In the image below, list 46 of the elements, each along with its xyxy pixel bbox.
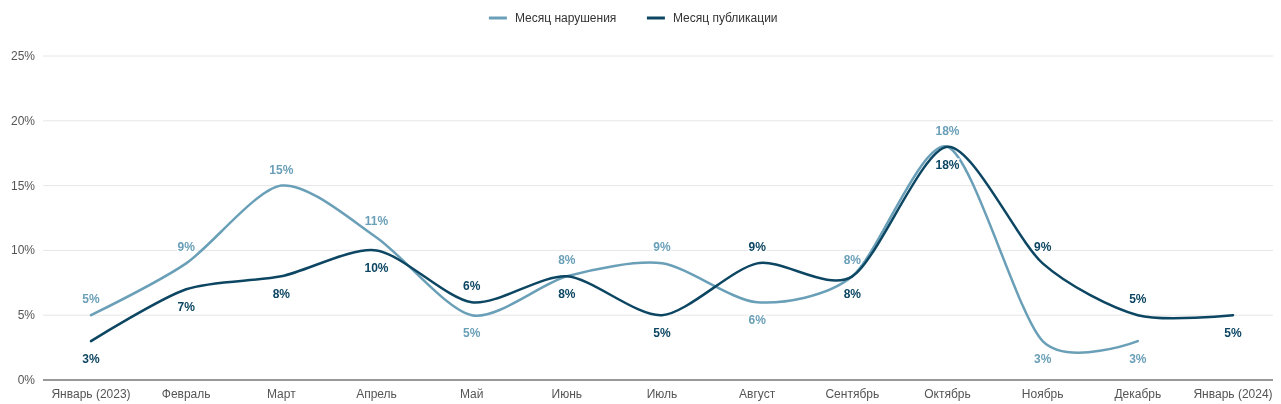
data-label: 5% bbox=[1224, 326, 1242, 341]
data-label: 8% bbox=[558, 287, 576, 302]
data-label: 6% bbox=[462, 279, 481, 294]
y-tick-label: 20% bbox=[10, 113, 36, 128]
x-tick-label: Сентябрь bbox=[825, 387, 880, 401]
data-label: 10% bbox=[364, 261, 389, 276]
data-label: 5% bbox=[82, 292, 100, 307]
x-tick-label: Ноябрь bbox=[1021, 387, 1064, 401]
data-label: 8% bbox=[843, 253, 862, 268]
data-label: 9% bbox=[1033, 240, 1052, 255]
legend-label: Месяц нарушения bbox=[514, 11, 617, 25]
data-label: 5% bbox=[653, 326, 671, 341]
data-label: 9% bbox=[748, 240, 767, 255]
data-label: 9% bbox=[653, 240, 671, 255]
x-tick-label: Март bbox=[266, 387, 297, 401]
data-label: 5% bbox=[462, 326, 481, 341]
data-label: 3% bbox=[1129, 352, 1147, 367]
x-tick-label: Июль bbox=[646, 387, 678, 401]
legend-label: Месяц публикации bbox=[672, 11, 778, 25]
data-label: 18% bbox=[935, 123, 960, 138]
x-tick-label: Май bbox=[459, 387, 484, 401]
data-label: 9% bbox=[177, 240, 196, 255]
data-label: 18% bbox=[935, 157, 960, 172]
y-tick-label: 0% bbox=[17, 373, 36, 387]
data-label: 5% bbox=[1129, 292, 1147, 307]
y-tick-label: 10% bbox=[10, 243, 36, 258]
x-tick-label: Июнь bbox=[551, 387, 583, 401]
x-tick-label: Январь (2024) bbox=[1193, 387, 1273, 401]
data-label: 6% bbox=[748, 313, 767, 328]
data-label: 15% bbox=[269, 162, 294, 177]
x-tick-label: Февраль bbox=[161, 387, 211, 401]
x-tick-label: Август bbox=[739, 387, 776, 401]
x-tick-label: Апрель bbox=[356, 387, 397, 401]
x-tick-label: Декабрь bbox=[1114, 387, 1162, 401]
data-label: 7% bbox=[177, 300, 196, 315]
data-label: 8% bbox=[272, 287, 291, 302]
x-tick-label: Октябрь bbox=[924, 387, 971, 401]
x-tick-label: Январь (2023) bbox=[51, 387, 131, 401]
data-label: 8% bbox=[558, 253, 576, 268]
data-label: 3% bbox=[82, 352, 100, 367]
data-label: 11% bbox=[364, 214, 389, 229]
y-tick-label: 5% bbox=[17, 308, 36, 323]
y-tick-label: 15% bbox=[10, 178, 36, 193]
data-label: 3% bbox=[1033, 352, 1052, 367]
y-tick-label: 25% bbox=[10, 49, 36, 63]
data-label: 8% bbox=[843, 287, 862, 302]
